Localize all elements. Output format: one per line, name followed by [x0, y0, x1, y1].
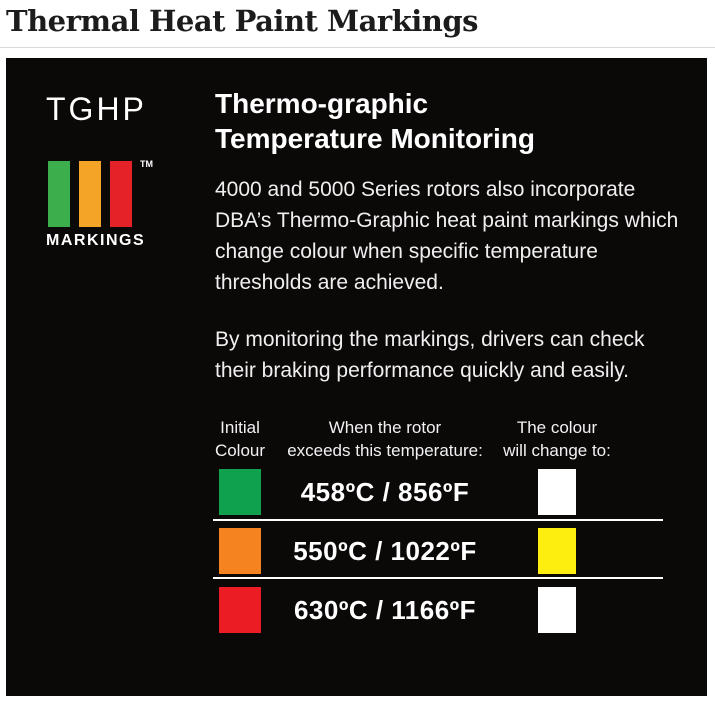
section-heading-line1: Thermo-graphic — [215, 88, 429, 119]
header-initial-colour-line2: Colour — [214, 441, 266, 460]
header-change-colour: The colour will change to: — [502, 416, 612, 462]
tghp-logo-text: TGHP — [46, 91, 147, 127]
header-change-colour-line1: The colour — [516, 418, 598, 437]
table-header-row: Initial Colour When the rotor exceeds th… — [212, 410, 672, 462]
page-title: Thermal Heat Paint Markings — [6, 4, 479, 38]
trademark-symbol: TM — [140, 159, 153, 169]
header-change-colour-line2: will change to: — [503, 441, 611, 460]
row-divider — [213, 577, 663, 579]
tghp-logo-caption: MARKINGS — [46, 232, 146, 249]
thermo-graphic-panel: TGHP TM MARKINGS Thermo-graphic Temperat… — [6, 58, 707, 696]
temperature-value: 550ºC / 1022ºF — [293, 535, 477, 566]
section-heading-line2: Temperature Monitoring — [215, 123, 535, 154]
change-colour-swatch — [538, 587, 576, 633]
description-paragraph-1: 4000 and 5000 Series rotors also incorpo… — [215, 178, 679, 294]
initial-colour-swatch — [219, 587, 261, 633]
table-row: 630ºC / 1166ºF — [212, 587, 672, 633]
temperature-value: 458ºC / 856ºF — [300, 476, 470, 507]
red-bar-icon — [110, 161, 132, 227]
header-temperature-line1: When the rotor — [328, 418, 442, 437]
amber-bar-icon — [79, 161, 101, 227]
row-divider — [213, 519, 663, 521]
initial-colour-swatch — [219, 469, 261, 515]
table-row: 550ºC / 1022ºF — [212, 528, 672, 574]
change-colour-swatch — [538, 528, 576, 574]
header-temperature-line2: exceeds this temperature: — [287, 441, 483, 460]
section-heading: Thermo-graphic Temperature Monitoring — [215, 86, 535, 156]
header-temperature: When the rotor exceeds this temperature: — [268, 416, 502, 462]
table-row: 458ºC / 856ºF — [212, 469, 672, 515]
description-paragraph-2: By monitoring the markings, drivers can … — [215, 328, 645, 382]
change-colour-swatch — [538, 469, 576, 515]
initial-colour-swatch — [219, 528, 261, 574]
temperature-value: 630ºC / 1166ºF — [293, 594, 477, 625]
title-divider — [0, 47, 715, 48]
header-initial-colour-line1: Initial — [220, 418, 260, 437]
green-bar-icon — [48, 161, 70, 227]
header-initial-colour: Initial Colour — [212, 416, 268, 462]
